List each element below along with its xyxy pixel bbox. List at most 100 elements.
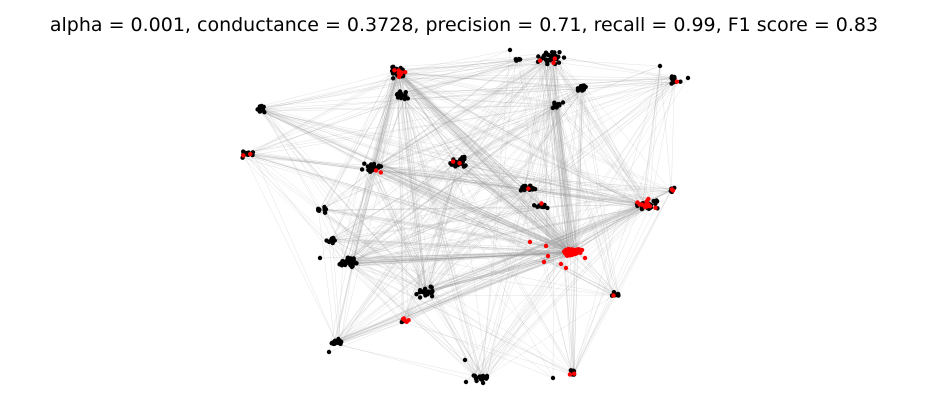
graph-node — [507, 47, 513, 53]
graph-node — [403, 90, 408, 95]
graph-node — [516, 57, 522, 62]
graph-node — [557, 50, 562, 55]
graph-node — [611, 290, 617, 295]
graph-node — [518, 188, 524, 193]
graph-node — [322, 210, 328, 215]
edge-layer — [242, 49, 689, 384]
highlighted-node — [404, 319, 409, 324]
graph-node — [362, 161, 367, 166]
graph-node — [541, 54, 546, 59]
graph-node — [257, 107, 262, 112]
graph-node — [657, 63, 663, 69]
graph-node — [522, 187, 527, 193]
graph-node — [463, 379, 469, 385]
highlighted-node — [450, 159, 456, 164]
highlighted-node — [248, 151, 253, 157]
graph-node — [480, 377, 485, 382]
graph-node — [560, 100, 566, 105]
highlighted-node — [457, 161, 462, 166]
highlighted-node — [545, 253, 551, 259]
highlighted-node — [541, 259, 547, 265]
graph-edges — [242, 49, 689, 384]
graph-node — [422, 289, 428, 295]
highlighted-node — [527, 239, 533, 245]
highlighted-node — [392, 68, 397, 73]
graph-node — [678, 79, 683, 84]
highlighted-node — [561, 249, 567, 254]
highlighted-node — [543, 243, 549, 249]
graph-node — [414, 292, 419, 297]
highlighted-node — [572, 371, 577, 376]
graph-node — [351, 256, 356, 261]
highlighted-node — [539, 201, 544, 206]
graph-node — [462, 357, 468, 363]
graph-node — [317, 207, 322, 212]
graph-node — [685, 75, 691, 81]
graph-node — [543, 50, 549, 55]
highlighted-node — [635, 200, 640, 205]
highlighted-node — [572, 250, 577, 255]
highlighted-node — [403, 70, 408, 75]
graph-node — [350, 263, 355, 268]
graph-node — [372, 165, 377, 170]
graph-node — [672, 75, 677, 81]
graph-node — [561, 55, 567, 60]
graph-node — [532, 203, 537, 208]
graph-node — [552, 100, 557, 105]
graph-node — [403, 93, 408, 98]
graph-node — [536, 54, 541, 59]
graph-node — [353, 260, 358, 266]
graph-node — [474, 376, 479, 381]
graph-node — [556, 60, 562, 65]
graph-node — [550, 375, 556, 381]
highlighted-node — [397, 70, 402, 76]
highlighted-node — [558, 261, 564, 267]
highlighted-node — [582, 255, 588, 261]
highlighted-node — [378, 170, 383, 175]
graph-node — [669, 81, 674, 86]
graph-node — [340, 258, 345, 264]
graph-node — [544, 59, 550, 64]
graph-node — [616, 293, 621, 298]
graph-node — [545, 205, 550, 211]
graph-node — [429, 290, 434, 296]
highlighted-node — [526, 186, 531, 191]
graph-node — [322, 206, 327, 211]
graph-node — [579, 86, 584, 91]
graph-node — [324, 238, 329, 243]
highlighted-node — [563, 265, 569, 271]
graph-node — [428, 284, 433, 289]
highlighted-node — [653, 205, 658, 210]
graph-node — [429, 294, 435, 299]
graph-node — [397, 92, 402, 97]
highlighted-node — [674, 79, 679, 84]
highlighted-node — [551, 60, 556, 65]
graph-node — [338, 340, 343, 346]
graph-node — [345, 260, 350, 265]
graph-node — [359, 167, 365, 172]
node-layer — [240, 47, 691, 386]
graph-node — [260, 107, 266, 112]
highlighted-node — [646, 196, 651, 202]
graph-node — [555, 102, 561, 107]
graph-node — [575, 86, 581, 91]
highlighted-node — [577, 249, 582, 255]
highlighted-node — [537, 58, 543, 63]
highlighted-node — [241, 153, 246, 158]
graph-node — [417, 295, 423, 300]
graph-node — [330, 240, 335, 246]
graph-node — [331, 235, 336, 241]
graph-node — [463, 163, 468, 168]
graph-node — [390, 64, 395, 70]
highlighted-node — [568, 249, 573, 254]
highlighted-node — [644, 204, 650, 209]
highlighted-node — [611, 293, 616, 298]
figure-title: alpha = 0.001, conductance = 0.3728, pre… — [49, 14, 879, 36]
graph-node — [484, 373, 490, 379]
highlighted-node — [552, 56, 557, 61]
highlighted-node — [373, 168, 379, 173]
graph-node — [480, 380, 486, 386]
graph-node — [453, 164, 458, 169]
graph-node — [326, 349, 332, 355]
highlighted-node — [567, 372, 573, 377]
